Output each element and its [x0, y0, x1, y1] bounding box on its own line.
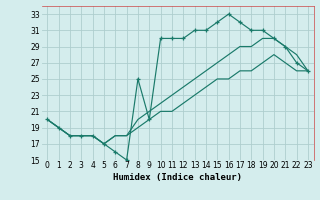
X-axis label: Humidex (Indice chaleur): Humidex (Indice chaleur) — [113, 173, 242, 182]
